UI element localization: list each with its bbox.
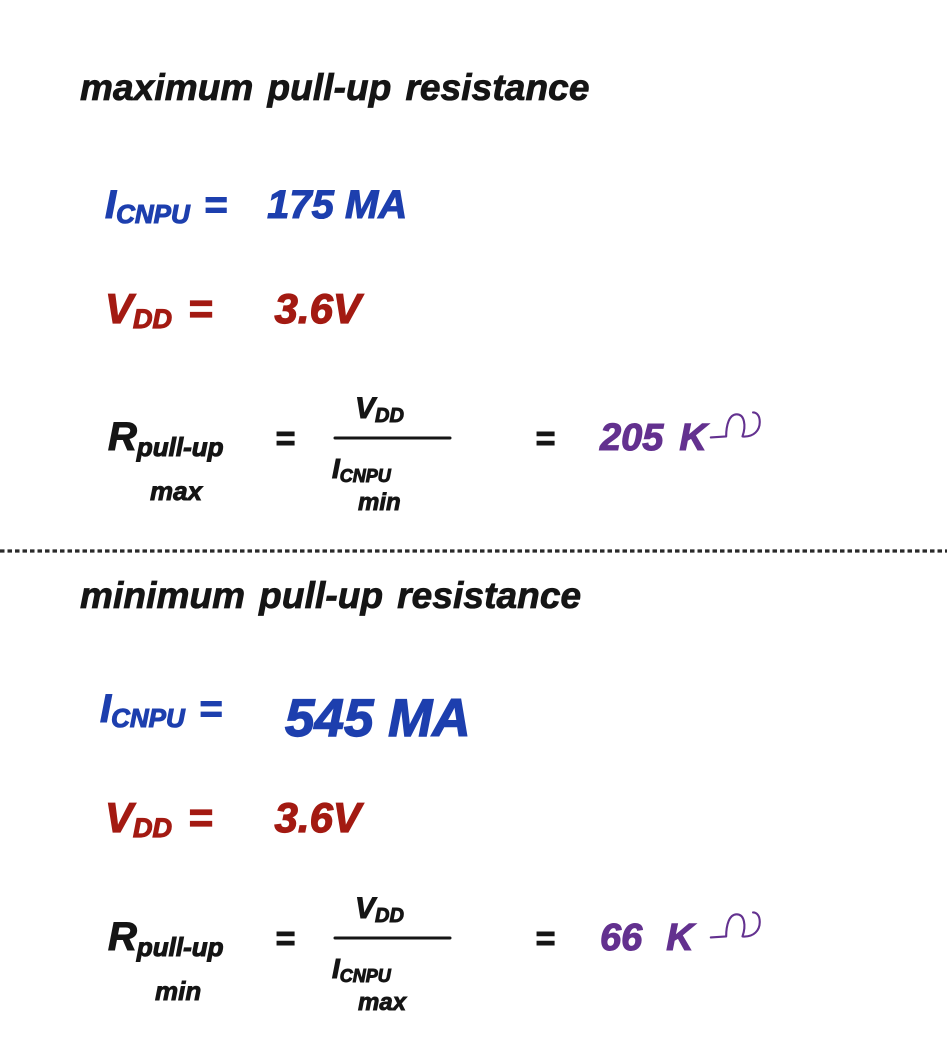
svg-text:=: = xyxy=(535,420,555,458)
svg-text:=: = xyxy=(275,920,295,958)
svg-text:VDD=3.6V: VDD = 3.6V xyxy=(105,285,364,334)
svg-text:=: = xyxy=(275,420,295,458)
svg-text:ICNPU: ICNPU xyxy=(332,953,392,986)
svg-text:VDD=3.6V: VDD = 3.6V xyxy=(105,794,364,843)
svg-text:VDD: VDD xyxy=(355,392,404,427)
svg-text:545 MA: 545 MA xyxy=(285,689,471,748)
svg-text:VDD: VDD xyxy=(355,892,404,927)
svg-text:min: min xyxy=(358,489,401,516)
svg-text:Rpull-up: Rpull-up xyxy=(108,415,224,462)
svg-text:ICNPU=175 MA: ICNPU = 175 MA xyxy=(105,183,407,229)
svg-text:min: min xyxy=(155,976,201,1006)
svg-text:66K: 66 K xyxy=(600,917,696,959)
svg-text:max: max xyxy=(150,476,204,506)
svg-text:Rpull-up: Rpull-up xyxy=(108,915,224,962)
svg-text:=: = xyxy=(535,920,555,958)
svg-text:ICNPU: ICNPU xyxy=(332,453,392,486)
svg-text:max: max xyxy=(358,989,408,1016)
svg-text:ICNPU=: ICNPU = xyxy=(100,687,222,733)
